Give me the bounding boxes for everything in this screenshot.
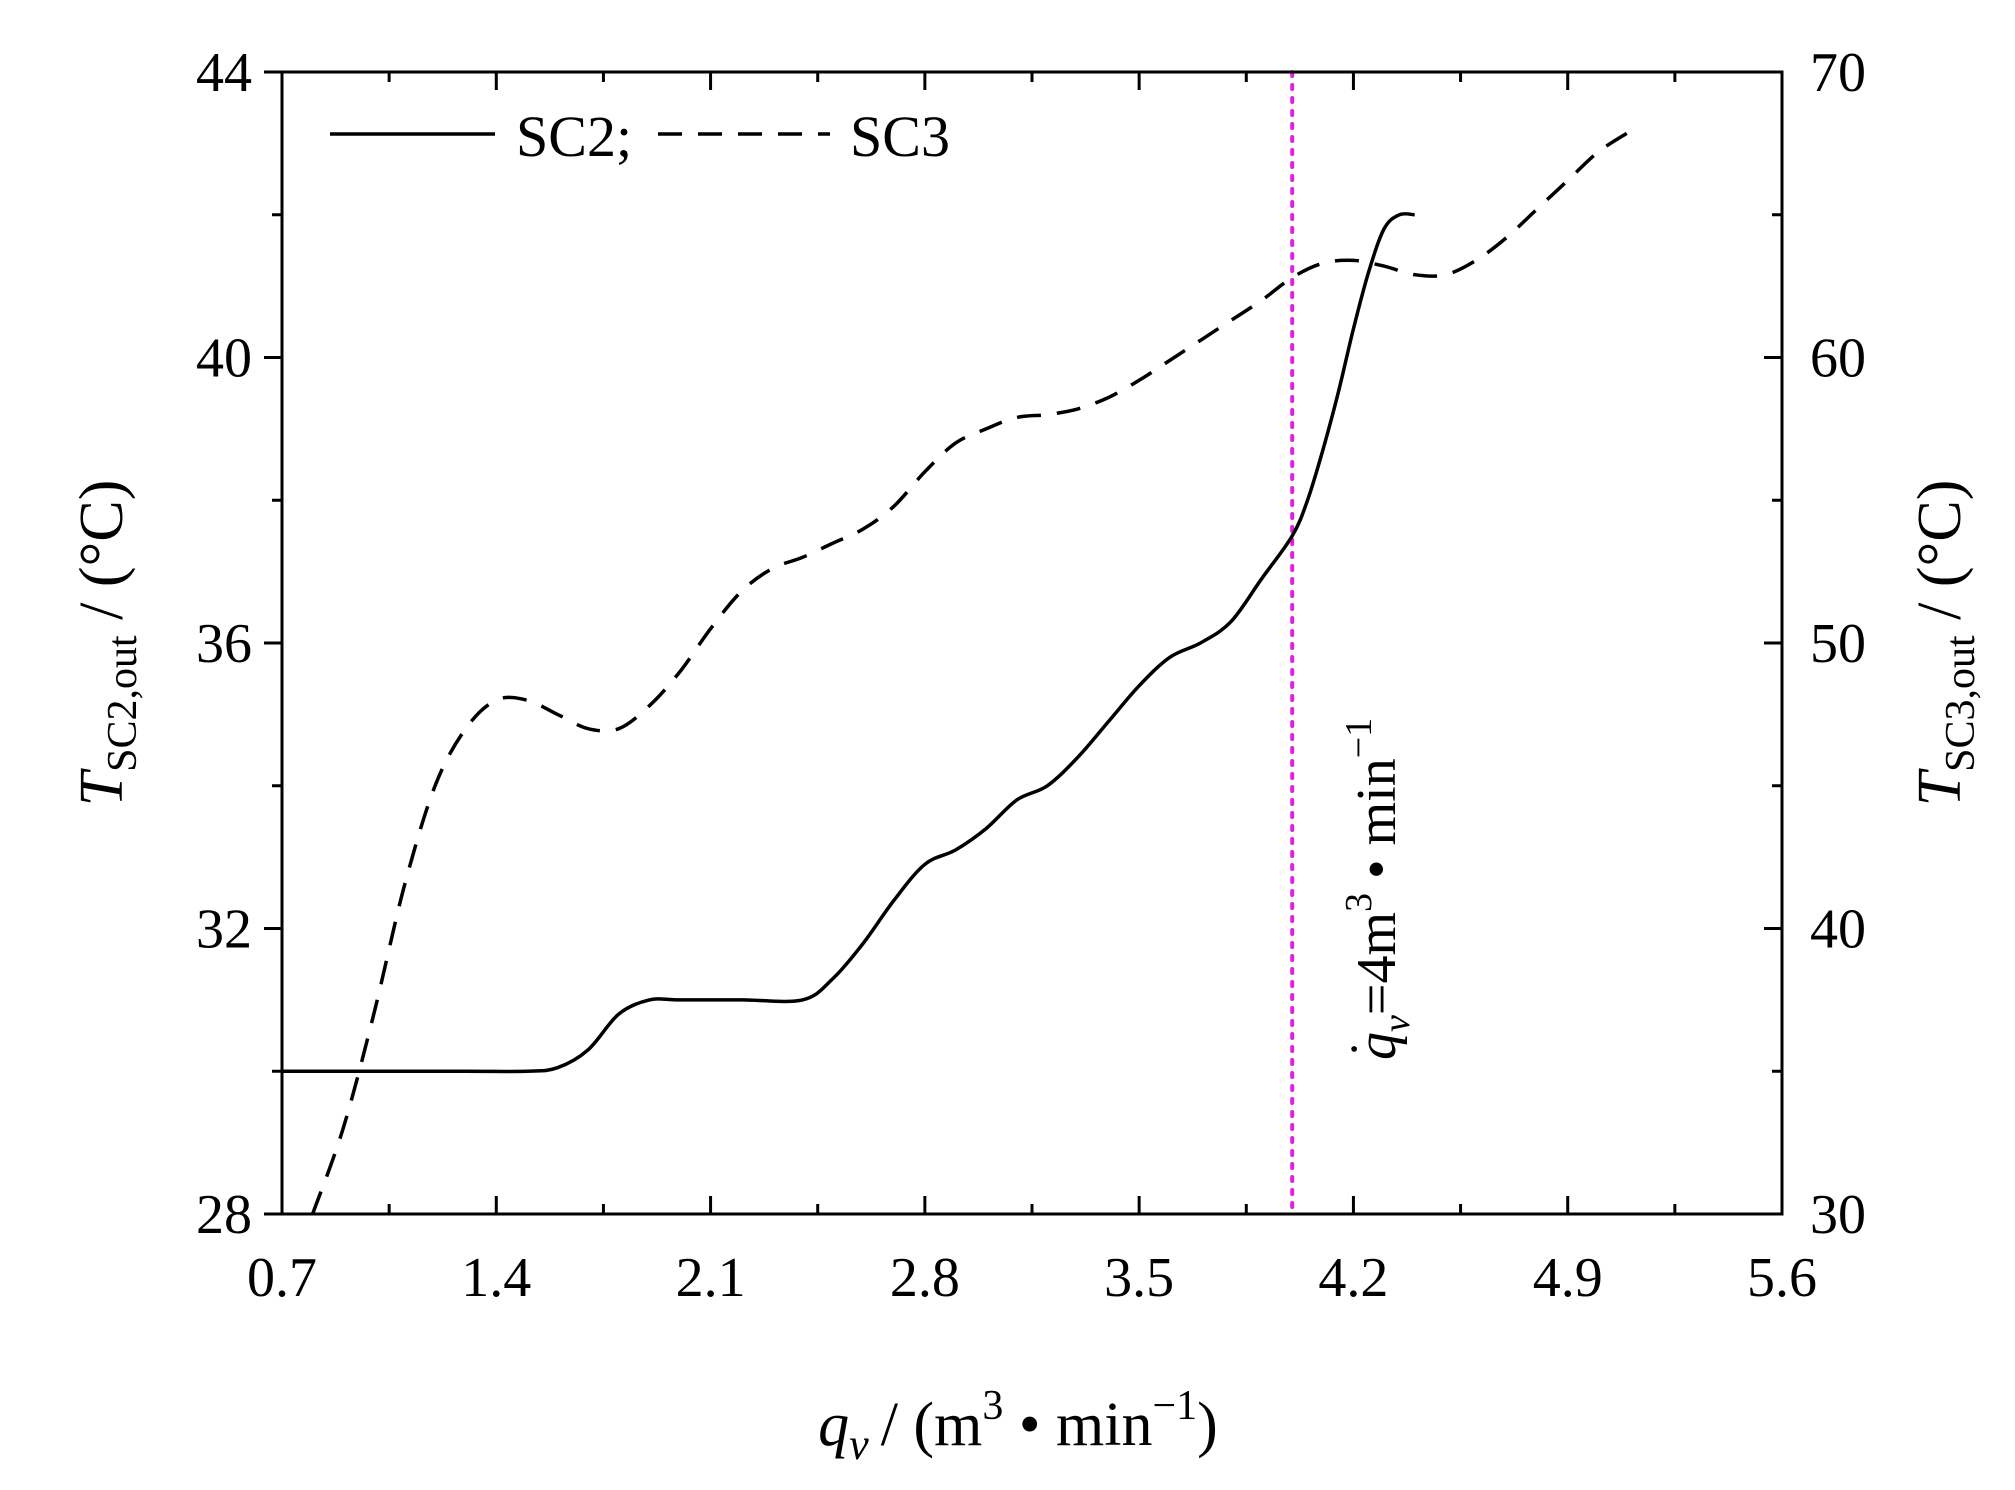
marker-annotation: qv=4m3 • min−1 ˙ [1338,718,1418,1060]
plot-marks [282,70,1630,1216]
right-y-tick-label: 40 [1810,899,1866,961]
legend-label-sc2: SC2; [516,104,632,169]
x-tick-label: 3.5 [1104,1247,1174,1309]
x-axis-title-sup: 3 [982,1383,1003,1429]
x-tick-label: 5.6 [1747,1247,1817,1309]
left-y-axis-title-unit: / (°C) [68,480,136,636]
series-line-sc2 [282,211,1415,1074]
x-tick-label: 1.4 [461,1247,531,1309]
x-tick-label: 2.8 [890,1247,960,1309]
plot-frame [280,70,1784,1216]
right-y-axis-title-var: T [1906,767,1974,806]
left-y-tick-label: 40 [196,328,252,390]
marker-annotation-sub: v [1376,1015,1418,1032]
marker-annotation-dot: ˙ [1339,1040,1399,1058]
left-y-tick-label: 44 [196,42,252,104]
marker-annotation-sup: 3 [1338,893,1380,912]
right-y-axis-title: TSC3,out / (°C) [1906,480,1984,807]
left-y-axis-title: TSC2,out / (°C) [68,480,146,807]
left-y-tick-label: 28 [196,1184,252,1246]
x-axis-title-sup2: −1 [1152,1383,1197,1429]
right-y-axis-ticks: 30 40 50 60 70 [1764,42,1866,1246]
series-line-sc3 [310,130,1630,1215]
right-y-tick-label: 50 [1810,613,1866,675]
x-tick-label: 0.7 [247,1247,317,1309]
right-y-axis-title-group: TSC3,out / (°C) [1906,480,1984,807]
right-y-tick-label: 30 [1810,1184,1866,1246]
left-y-tick-label: 36 [196,613,252,675]
right-y-tick-label: 70 [1810,42,1866,104]
marker-annotation-label: qv=4m3 • min−1 [1338,718,1418,1060]
x-axis-title-var: q [818,1391,849,1459]
x-axis-title-mid: • min [1003,1391,1152,1459]
left-y-axis-title-var: T [68,767,136,806]
right-y-axis-title-sub: SC3,out [1938,635,1984,772]
marker-annotation-tail: • min [1346,758,1408,893]
left-y-axis-title-group: TSC2,out / (°C) [68,480,146,807]
x-tick-label: 4.2 [1318,1247,1388,1309]
left-y-axis-ticks: 28 32 36 40 44 [196,42,282,1246]
marker-annotation-var: q [1346,1032,1408,1060]
x-axis-ticks: 0.7 1.4 2.1 2.8 3.5 4.2 4.9 5.6 [247,72,1817,1309]
x-axis-title-end: ) [1197,1391,1218,1459]
x-axis-title-unit: / (m [881,1391,983,1459]
x-axis-title-sub: v [849,1420,869,1469]
left-y-tick-label: 32 [196,899,252,961]
x-tick-label: 2.1 [676,1247,746,1309]
legend-label-sc3: SC3 [850,104,950,169]
x-tick-label: 4.9 [1533,1247,1603,1309]
left-y-axis-title-sub: SC2,out [100,635,146,772]
marker-annotation-sup2: −1 [1338,718,1380,758]
right-y-tick-label: 60 [1810,328,1866,390]
x-axis-title: qv / (m3 • min−1) [818,1383,1218,1469]
right-y-axis-title-unit: / (°C) [1906,480,1974,636]
marker-annotation-rest: =4m [1346,912,1408,1015]
legend: SC2; SC3 [330,104,950,169]
